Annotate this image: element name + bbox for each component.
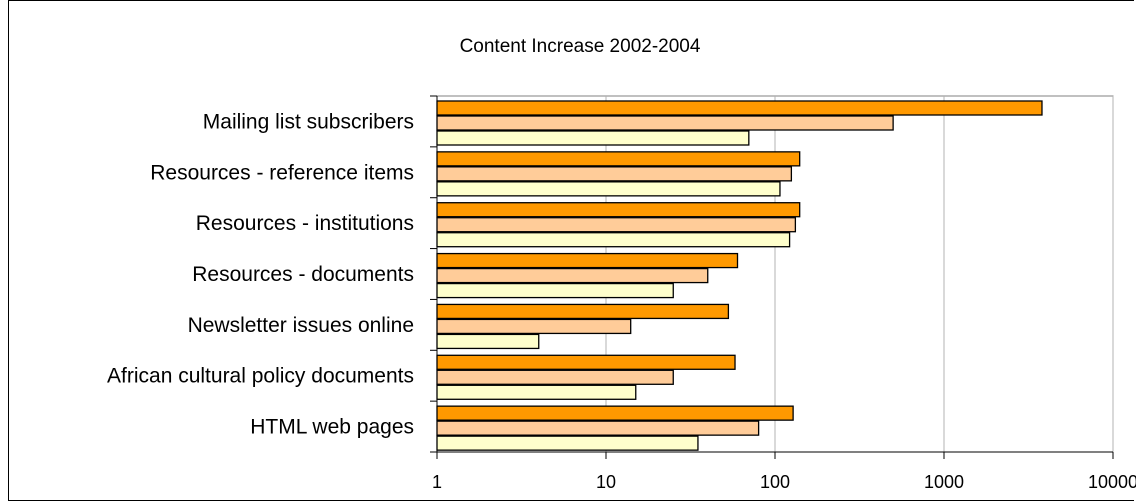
bar: [436, 267, 709, 284]
category-label: Newsletter issues online: [188, 314, 414, 337]
bar: [436, 405, 794, 421]
x-tick-label: 100: [760, 472, 790, 492]
bar: [436, 420, 760, 436]
bar: [436, 202, 801, 218]
bar: [436, 303, 730, 320]
bar: [436, 435, 699, 451]
x-tick-label: 1: [432, 472, 442, 492]
bar: [436, 217, 797, 233]
bar: [436, 384, 637, 400]
bar: [436, 318, 632, 335]
chart-title: Content Increase 2002-2004: [460, 36, 701, 57]
bar: [436, 369, 674, 385]
x-tick-label: 1000: [924, 472, 964, 492]
category-label: African cultural policy documents: [107, 365, 414, 388]
category-label: HTML web pages: [250, 416, 414, 439]
category-label: Resources - documents: [192, 263, 414, 286]
bar: [436, 252, 739, 269]
bar: [436, 100, 1043, 116]
bar: [436, 115, 894, 131]
category-label: Resources - reference items: [150, 161, 414, 184]
category-label: Resources - institutions: [196, 212, 414, 235]
bar: [436, 166, 793, 182]
bar: [436, 130, 750, 146]
x-tick-label: 10000: [1088, 472, 1136, 492]
bar: [436, 181, 781, 197]
x-tick-label: 10: [596, 472, 616, 492]
bar: [436, 282, 674, 299]
category-label: Mailing list subscribers: [203, 110, 414, 133]
bar: [436, 151, 801, 167]
bar: [436, 232, 791, 248]
bar: [436, 354, 736, 370]
bar: [436, 333, 540, 350]
